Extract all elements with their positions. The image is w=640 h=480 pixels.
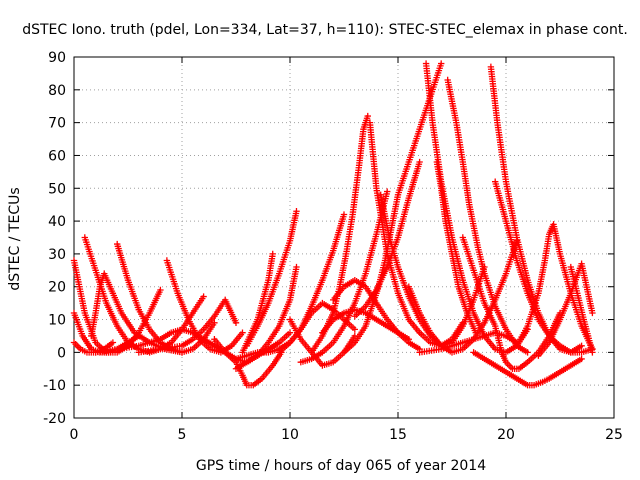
series-pass-31 xyxy=(487,63,585,356)
series-pass-18 xyxy=(297,188,391,366)
data-point xyxy=(351,326,358,333)
data-point xyxy=(513,339,520,346)
series-pass-15 xyxy=(239,250,276,356)
y-tick-label: 30 xyxy=(48,247,66,263)
data-point xyxy=(416,158,423,166)
x-axis-label: GPS time / hours of day 065 of year 2014 xyxy=(196,458,486,474)
data-point xyxy=(293,208,300,215)
data-point xyxy=(589,349,596,356)
data-point xyxy=(472,329,479,336)
series-pass-37 xyxy=(416,329,520,356)
data-point xyxy=(438,60,445,67)
x-tick-label: 0 xyxy=(70,427,79,443)
y-axis-label: dSTEC / TECUs xyxy=(7,187,23,290)
grid xyxy=(74,57,614,418)
data-points xyxy=(70,60,596,389)
data-point xyxy=(293,263,300,271)
series-pass-14 xyxy=(232,329,294,372)
series-pass-34 xyxy=(513,221,596,353)
data-point xyxy=(232,319,240,327)
data-point xyxy=(578,342,585,349)
data-point xyxy=(200,293,207,300)
series-pass-28 xyxy=(433,158,479,336)
x-tick-label: 15 xyxy=(389,427,407,443)
x-tick-label: 25 xyxy=(605,427,623,443)
plot-frame xyxy=(73,56,615,419)
data-point xyxy=(340,211,348,218)
y-tick-label: 40 xyxy=(48,214,66,230)
x-tick-label: 5 xyxy=(178,427,187,443)
data-point xyxy=(578,355,585,363)
data-point xyxy=(286,329,294,336)
series-pass-33 xyxy=(470,349,585,389)
y-tick-label: 10 xyxy=(48,313,66,329)
y-tick-label: 50 xyxy=(48,181,66,197)
series-pass-09 xyxy=(135,296,240,356)
data-point xyxy=(269,250,276,258)
series-pass-29 xyxy=(444,76,531,356)
y-tick-label: 20 xyxy=(48,280,66,296)
series-pass-25 xyxy=(351,158,423,320)
chart-title: dSTEC Iono. truth (pdel, Lon=334, Lat=37… xyxy=(22,22,628,38)
data-point xyxy=(524,349,531,356)
data-point xyxy=(157,286,164,294)
axis-ticks: 0 5 10 15 20 25 -20 -10 0 10 20 30 40 50 60 70 80 90 xyxy=(43,50,623,443)
series-pass-08 xyxy=(92,326,229,356)
series-pass-26 xyxy=(422,60,531,356)
series-pass-35 xyxy=(535,260,596,359)
y-tick-label: 70 xyxy=(48,116,66,132)
x-tick-label: 20 xyxy=(497,427,515,443)
y-tick-label: 60 xyxy=(48,148,66,164)
data-point xyxy=(211,319,218,327)
data-point xyxy=(109,339,117,346)
data-point xyxy=(364,112,371,120)
series-pass-21 xyxy=(319,306,412,343)
data-point xyxy=(239,329,246,336)
series-pass-32 xyxy=(492,178,596,356)
y-tick-label: 0 xyxy=(57,345,66,361)
x-tick-label: 10 xyxy=(281,427,299,443)
y-tick-label: 80 xyxy=(48,83,66,99)
y-tick-label: 90 xyxy=(48,50,66,66)
series-pass-36 xyxy=(567,263,596,356)
y-tick-label: -10 xyxy=(43,378,66,394)
data-point xyxy=(589,309,596,317)
data-point xyxy=(384,188,391,195)
y-tick-label: -20 xyxy=(43,411,66,427)
data-point xyxy=(405,336,412,343)
